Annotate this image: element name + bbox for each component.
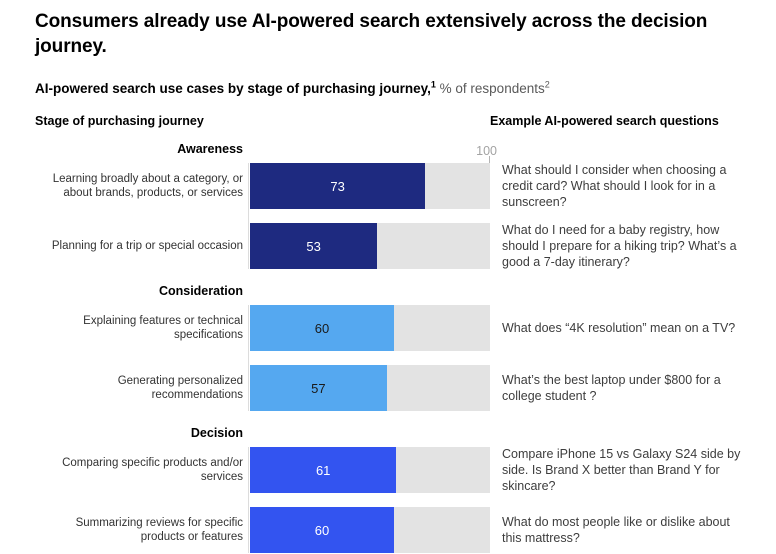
chart-subtitle: AI-powered search use cases by stage of …: [35, 80, 748, 97]
bar-track: 73: [250, 163, 490, 209]
bar-area: 60: [248, 305, 490, 365]
bar-label: Learning broadly about a category, or ab…: [52, 173, 243, 199]
bar-fill: 61: [250, 447, 397, 493]
page-title: Consumers already use AI-powered search …: [35, 11, 708, 57]
bar-chart: Awareness 100 Learning broadly about a cat…: [35, 141, 748, 553]
bar-track: 61: [250, 447, 490, 493]
example-question: What’s the best laptop under $800 for a …: [502, 373, 721, 403]
section-header-row: Awareness 100: [35, 141, 748, 158]
bar-value: 57: [311, 380, 326, 396]
example-question: What do I need for a baby registry, how …: [502, 223, 737, 269]
column-header-questions: Example AI-powered search questions: [490, 114, 719, 128]
footnote-marker-2: 2: [544, 79, 550, 90]
bar-row: Planning for a trip or special occasion 5…: [35, 223, 748, 269]
bar-area: 73: [248, 156, 490, 223]
column-headers: Stage of purchasing journey Example AI-p…: [35, 114, 748, 129]
bar-track: 53: [250, 223, 490, 269]
bar-row: Learning broadly about a category, or ab…: [35, 156, 748, 223]
bar-label: Summarizing reviews for specific product…: [75, 517, 243, 543]
column-header-stages: Stage of purchasing journey: [35, 114, 204, 128]
section-label-decision: Decision: [190, 426, 243, 440]
example-question: Compare iPhone 15 vs Galaxy S24 side by …: [502, 447, 741, 493]
bar-area: 53: [248, 223, 490, 269]
section-label-consideration: Consideration: [158, 284, 243, 298]
bar-row: Comparing specific products and/or servi…: [35, 447, 748, 507]
bar-value: 61: [315, 462, 331, 478]
bar-row: Explaining features or technical specifi…: [35, 305, 748, 365]
bar-track: 60: [250, 507, 490, 553]
bar-area: 57: [248, 365, 490, 411]
section-header-row: Decision: [35, 425, 748, 441]
section-header-row: Consideration: [35, 283, 748, 299]
bar-value: 53: [306, 238, 321, 254]
section-header-bar-area: 100: [250, 141, 497, 158]
footnote-marker-1: 1: [430, 79, 436, 90]
bar-row: Generating personalized recommendations 5…: [35, 365, 748, 411]
example-question: What do most people like or dislike abou…: [502, 515, 730, 545]
section-header-bar-area: [250, 425, 490, 441]
example-question: What does “4K resolution” mean on a TV?: [502, 321, 736, 335]
bar-track: 60: [250, 305, 490, 351]
bar-label: Generating personalized recommendations: [117, 375, 243, 401]
bar-fill: 53: [250, 223, 378, 269]
bar-label: Comparing specific products and/or servi…: [62, 457, 243, 483]
bar-row: Summarizing reviews for specific product…: [35, 507, 748, 553]
bar-area: 61: [248, 447, 490, 507]
example-question: What should I consider when choosing a c…: [502, 163, 727, 209]
section-header-bar-area: [250, 283, 490, 299]
bar-value: 60: [314, 320, 330, 336]
bar-value: 73: [330, 178, 345, 194]
bar-area: 60: [248, 507, 490, 553]
bar-label: Explaining features or technical specifi…: [83, 315, 243, 341]
section-label-awareness: Awareness: [177, 142, 243, 156]
bar-fill: 60: [250, 305, 394, 351]
bar-track: 57: [250, 365, 490, 411]
axis-tick: [489, 156, 490, 163]
bar-fill: 73: [250, 163, 426, 209]
chart-subtitle-bold: AI-powered search use cases by stage of …: [35, 81, 431, 96]
bar-label: Planning for a trip or special occasion: [51, 240, 243, 252]
chart-subtitle-unit: % of respondents: [435, 81, 545, 96]
bar-value: 60: [314, 522, 330, 538]
bar-fill: 60: [250, 507, 394, 553]
axis-max-label: 100: [476, 144, 497, 158]
bar-fill: 57: [250, 365, 387, 411]
